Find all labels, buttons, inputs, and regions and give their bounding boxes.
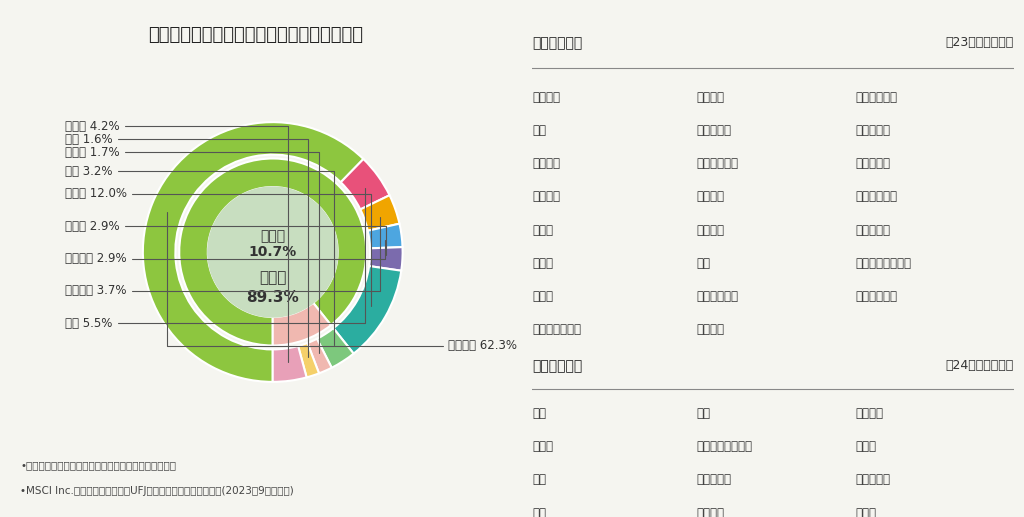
Text: カナダ: カナダ — [532, 224, 554, 237]
Text: 台湾 1.6%: 台湾 1.6% — [65, 132, 308, 357]
Text: カナダ 2.9%: カナダ 2.9% — [65, 220, 386, 255]
Text: インド: インド — [532, 440, 554, 453]
Text: （23ヵ国・地域）: （23ヵ国・地域） — [945, 36, 1014, 49]
Text: フランス 2.9%: フランス 2.9% — [65, 240, 385, 265]
Wedge shape — [317, 328, 353, 368]
Text: 先進国・地域: 先進国・地域 — [532, 36, 583, 50]
Text: 日本: 日本 — [532, 124, 547, 137]
Text: フランス: フランス — [532, 190, 560, 203]
Text: 台湾: 台湾 — [532, 474, 547, 486]
Text: オーストラリア: オーストラリア — [532, 323, 582, 336]
Text: その他 12.0%: その他 12.0% — [65, 187, 372, 306]
Text: ドイツ: ドイツ — [532, 290, 554, 303]
Wedge shape — [272, 346, 306, 382]
Text: カタール: カタール — [696, 507, 724, 517]
Text: チェコ: チェコ — [855, 507, 876, 517]
Text: イタリア: イタリア — [696, 224, 724, 237]
Text: ＜対象インデックスの国・地域別構成比率＞: ＜対象インデックスの国・地域別構成比率＞ — [148, 26, 364, 44]
Text: ペルー: ペルー — [855, 440, 876, 453]
Wedge shape — [334, 266, 401, 354]
Wedge shape — [341, 159, 389, 209]
Text: スイス: スイス — [532, 257, 554, 270]
Text: スウェーデン: スウェーデン — [696, 157, 738, 170]
Text: アラブ首長国連邦: アラブ首長国連邦 — [696, 440, 752, 453]
Text: フィンランド: フィンランド — [855, 91, 897, 104]
Text: •表示桁未満の数値がある場合、四捨五入しています。: •表示桁未満の数値がある場合、四捨五入しています。 — [20, 461, 176, 470]
Text: アメリカ: アメリカ — [532, 91, 560, 104]
Text: 新興国: 新興国 — [260, 230, 286, 244]
Text: ギリシャ: ギリシャ — [855, 407, 883, 420]
Text: 新興国・地域: 新興国・地域 — [532, 359, 583, 373]
Wedge shape — [179, 159, 367, 345]
Wedge shape — [298, 343, 319, 377]
Text: オランダ: オランダ — [696, 91, 724, 104]
Text: 10.7%: 10.7% — [249, 245, 297, 259]
Text: スペイン: スペイン — [696, 190, 724, 203]
Wedge shape — [369, 247, 402, 271]
Text: インド 1.7%: インド 1.7% — [65, 145, 318, 353]
Text: アイルランド: アイルランド — [855, 190, 897, 203]
Text: イスラエル: イスラエル — [855, 157, 890, 170]
Text: タイ: タイ — [696, 407, 710, 420]
Text: ハンガリー: ハンガリー — [855, 474, 890, 486]
Text: 韓国: 韓国 — [532, 507, 547, 517]
Circle shape — [208, 187, 338, 317]
Text: デンマーク: デンマーク — [696, 124, 731, 137]
Text: オーストリア: オーストリア — [855, 290, 897, 303]
Text: 89.3%: 89.3% — [247, 290, 299, 305]
Text: ノルウェー: ノルウェー — [855, 124, 890, 137]
Text: 中国 3.2%: 中国 3.2% — [65, 165, 334, 345]
Wedge shape — [368, 224, 402, 248]
Wedge shape — [272, 303, 331, 345]
Text: イギリス: イギリス — [532, 157, 560, 170]
Text: ポルトガル: ポルトガル — [855, 224, 890, 237]
Text: （24ヵ国・地域）: （24ヵ国・地域） — [945, 359, 1014, 372]
Text: シンガポール: シンガポール — [696, 290, 738, 303]
Text: アメリカ 62.3%: アメリカ 62.3% — [168, 212, 517, 352]
Wedge shape — [143, 122, 364, 382]
Text: 先進国: 先進国 — [259, 270, 287, 285]
Wedge shape — [360, 195, 399, 231]
Text: ニュージーランド: ニュージーランド — [855, 257, 911, 270]
Text: 中国: 中国 — [532, 407, 547, 420]
Text: 香港: 香港 — [696, 257, 710, 270]
Text: その他 4.2%: その他 4.2% — [65, 119, 288, 362]
Text: イギリス 3.7%: イギリス 3.7% — [65, 217, 380, 297]
Text: マレーシア: マレーシア — [696, 474, 731, 486]
Text: ベルギー: ベルギー — [696, 323, 724, 336]
Text: •MSCI Inc.のデータを基に三菱UFJアセットマネジメント作成(2023年9月末現在): •MSCI Inc.のデータを基に三菱UFJアセットマネジメント作成(2023年… — [20, 486, 294, 496]
Text: 日本 5.5%: 日本 5.5% — [65, 188, 365, 330]
Wedge shape — [307, 339, 332, 373]
